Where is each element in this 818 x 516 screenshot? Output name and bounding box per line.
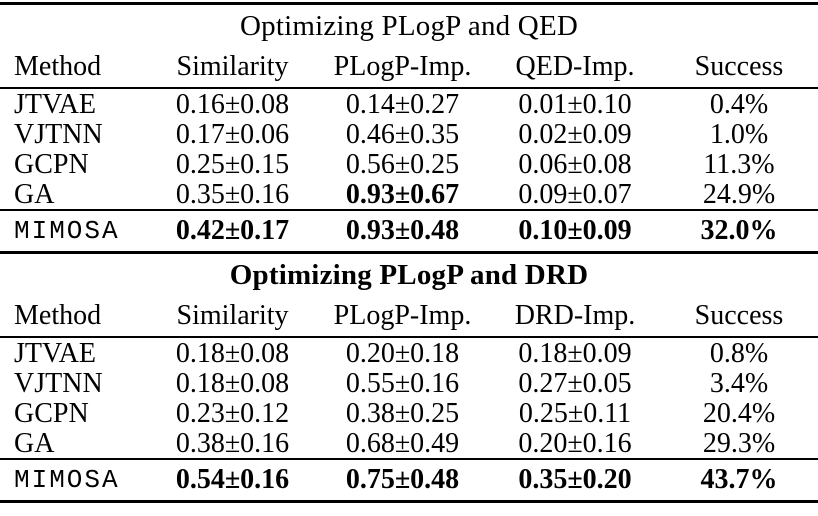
cell-method: MIMOSA xyxy=(14,465,120,495)
cell-drd-imp: 0.20±0.16 xyxy=(518,428,632,459)
cell-plogp-imp: 0.55±0.16 xyxy=(345,368,460,399)
table-row-jtvae: JTVAE 0.18±0.08 0.20±0.18 0.18±0.09 0.8% xyxy=(0,338,818,369)
table-row-vjtnn: VJTNN 0.17±0.06 0.46±0.35 0.02±0.09 1.0% xyxy=(0,119,818,150)
cell-success: 32.0% xyxy=(700,215,778,246)
cell-success: 0.8% xyxy=(709,338,769,369)
column-header-drd-imp: DRD-Imp. xyxy=(514,300,636,331)
highlight-separator-rule xyxy=(0,458,818,460)
cell-method: GA xyxy=(14,179,55,210)
table-row-gcpn: GCPN 0.23±0.12 0.38±0.25 0.25±0.11 20.4% xyxy=(0,398,818,429)
table-header-row: Method Similarity PLogP-Imp. DRD-Imp. Su… xyxy=(0,296,818,336)
cell-success: 29.3% xyxy=(702,428,776,459)
table-row-jtvae: JTVAE 0.16±0.08 0.14±0.27 0.01±0.10 0.4% xyxy=(0,89,818,120)
table-plogp-qed: Optimizing PLogP and QED Method Similari… xyxy=(0,2,818,254)
cell-success: 43.7% xyxy=(700,464,778,495)
cell-plogp-imp: 0.38±0.25 xyxy=(345,398,460,429)
cell-method: JTVAE xyxy=(14,89,96,120)
bottom-rule xyxy=(0,500,818,503)
cell-similarity: 0.35±0.16 xyxy=(175,179,290,210)
cell-method: MIMOSA xyxy=(14,216,120,246)
cell-qed-imp: 0.10±0.09 xyxy=(518,215,632,246)
cell-method: GCPN xyxy=(14,149,89,180)
top-rule xyxy=(0,2,818,5)
cell-similarity: 0.17±0.06 xyxy=(175,119,290,150)
table-row-mimosa: MIMOSA 0.54±0.16 0.75±0.48 0.35±0.20 43.… xyxy=(0,460,818,500)
cell-success: 20.4% xyxy=(702,398,776,429)
cell-qed-imp: 0.01±0.10 xyxy=(518,89,632,120)
cell-success: 24.9% xyxy=(702,179,776,210)
cell-success: 3.4% xyxy=(709,368,769,399)
cell-drd-imp: 0.35±0.20 xyxy=(518,464,632,495)
highlight-separator-rule xyxy=(0,209,818,211)
table-row-ga: GA 0.35±0.16 0.93±0.67 0.09±0.07 24.9% xyxy=(0,179,818,210)
cell-plogp-imp: 0.93±0.67 xyxy=(345,179,460,210)
cell-method: VJTNN xyxy=(14,119,103,150)
cell-plogp-imp: 0.56±0.25 xyxy=(345,149,460,180)
cell-success: 0.4% xyxy=(709,89,769,120)
cell-similarity: 0.38±0.16 xyxy=(175,428,290,459)
table-header-row: Method Similarity PLogP-Imp. QED-Imp. Su… xyxy=(0,47,818,87)
cell-similarity: 0.42±0.17 xyxy=(175,215,290,246)
table-title: Optimizing PLogP and QED xyxy=(239,9,579,42)
table-row-gcpn: GCPN 0.25±0.15 0.56±0.25 0.06±0.08 11.3% xyxy=(0,149,818,180)
header-rule xyxy=(0,336,818,338)
cell-method: GCPN xyxy=(14,398,89,429)
cell-method: VJTNN xyxy=(14,368,103,399)
column-header-plogp-imp: PLogP-Imp. xyxy=(333,300,472,331)
column-header-similarity: Similarity xyxy=(176,51,289,82)
table-title: Optimizing PLogP and DRD xyxy=(229,258,589,291)
table-row-mimosa: MIMOSA 0.42±0.17 0.93±0.48 0.10±0.09 32.… xyxy=(0,211,818,251)
cell-plogp-imp: 0.75±0.48 xyxy=(345,464,460,495)
cell-similarity: 0.18±0.08 xyxy=(175,338,290,369)
cell-plogp-imp: 0.68±0.49 xyxy=(345,428,460,459)
cell-success: 1.0% xyxy=(709,119,769,150)
cell-qed-imp: 0.06±0.08 xyxy=(518,149,632,180)
column-header-plogp-imp: PLogP-Imp. xyxy=(333,51,472,82)
cell-plogp-imp: 0.14±0.27 xyxy=(345,89,460,120)
cell-method: JTVAE xyxy=(14,338,96,369)
cell-similarity: 0.54±0.16 xyxy=(175,464,290,495)
cell-drd-imp: 0.27±0.05 xyxy=(518,368,632,399)
cell-drd-imp: 0.18±0.09 xyxy=(518,338,632,369)
cell-success: 11.3% xyxy=(703,149,775,180)
column-header-method: Method xyxy=(14,51,102,82)
column-header-similarity: Similarity xyxy=(176,300,289,331)
column-header-success: Success xyxy=(694,51,784,82)
cell-plogp-imp: 0.93±0.48 xyxy=(345,215,460,246)
cell-plogp-imp: 0.46±0.35 xyxy=(345,119,460,150)
table-row-ga: GA 0.38±0.16 0.68±0.49 0.20±0.16 29.3% xyxy=(0,428,818,459)
table-row-vjtnn: VJTNN 0.18±0.08 0.55±0.16 0.27±0.05 3.4% xyxy=(0,368,818,399)
cell-similarity: 0.23±0.12 xyxy=(175,398,290,429)
table-plogp-drd: Optimizing PLogP and DRD Method Similari… xyxy=(0,254,818,503)
column-header-qed-imp: QED-Imp. xyxy=(515,51,635,82)
header-rule xyxy=(0,87,818,89)
cell-qed-imp: 0.02±0.09 xyxy=(518,119,632,150)
column-header-success: Success xyxy=(694,300,784,331)
cell-similarity: 0.25±0.15 xyxy=(175,149,290,180)
cell-similarity: 0.18±0.08 xyxy=(175,368,290,399)
cell-qed-imp: 0.09±0.07 xyxy=(518,179,632,210)
bottom-rule xyxy=(0,251,818,254)
cell-method: GA xyxy=(14,428,55,459)
cell-drd-imp: 0.25±0.11 xyxy=(518,398,632,429)
cell-plogp-imp: 0.20±0.18 xyxy=(345,338,460,369)
cell-similarity: 0.16±0.08 xyxy=(175,89,290,120)
column-header-method: Method xyxy=(14,300,102,331)
